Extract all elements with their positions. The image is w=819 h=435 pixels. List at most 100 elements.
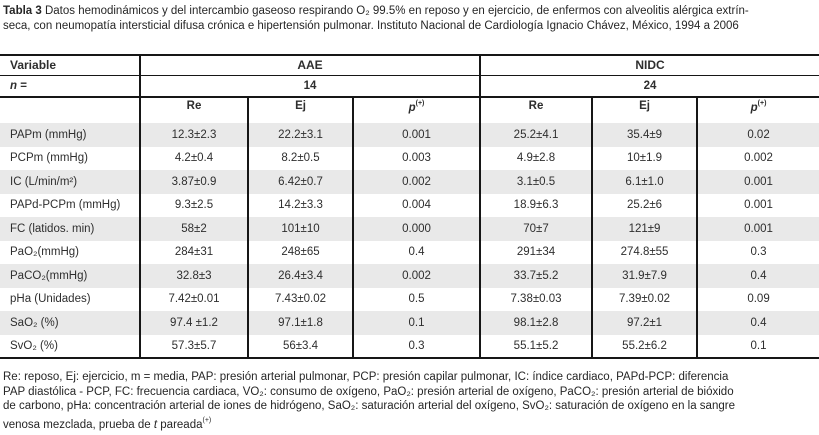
cell-aae-pvalue: 0.4 xyxy=(351,240,481,264)
cell-nidc-rest: 291±34 xyxy=(479,240,593,264)
cell-nidc-pvalue: 0.002 xyxy=(696,146,819,170)
cell-aae-exercise: 8.2±0.5 xyxy=(247,146,353,170)
group-header-row: Variable AAE NIDC xyxy=(0,55,819,76)
cell-aae-pvalue: 0.004 xyxy=(351,193,481,217)
footnote-line-1: Re: reposo, Ej: ejercicio, m = media, PA… xyxy=(3,371,729,383)
caption-text-1: Datos hemodinámicos y del intercambio ga… xyxy=(41,5,749,17)
n-equals: = xyxy=(17,79,27,92)
row-variable-label: SaO₂ (%) xyxy=(10,316,59,329)
nidc-rest-header: Re xyxy=(479,97,593,123)
cell-aae-exercise: 97.1±1.8 xyxy=(247,311,353,335)
aae-rest-header: Re xyxy=(139,97,248,123)
cell-nidc-exercise: 121±9 xyxy=(591,217,698,241)
table-caption: Tabla 3 Datos hemodinámicos y del interc… xyxy=(3,4,817,34)
group-header-aae: AAE xyxy=(138,55,481,76)
cell-aae-exercise: 22.2±3.1 xyxy=(247,123,353,147)
cell-nidc-exercise: 97.2±1 xyxy=(591,311,698,335)
cell-nidc-rest: 98.1±2.8 xyxy=(479,311,593,335)
cell-aae-rest: 97.4 ±1.2 xyxy=(139,311,248,335)
footnote-superscript: (+) xyxy=(202,416,212,424)
cell-aae-exercise: 7.43±0.02 xyxy=(247,287,353,311)
table-row: IC (L/min/m²) 3.87±0.9 6.42±0.7 0.002 3.… xyxy=(0,170,819,194)
row-variable-label: PaO₂(mmHg) xyxy=(10,246,79,259)
cell-aae-rest: 7.42±0.01 xyxy=(139,287,248,311)
cell-aae-rest: 58±2 xyxy=(139,217,248,241)
footnote-line4-text: venosa mezclada, prueba de xyxy=(3,418,154,431)
cell-nidc-pvalue: 0.09 xyxy=(696,287,819,311)
cell-nidc-pvalue: 0.3 xyxy=(696,240,819,264)
row-variable-label: PAPd-PCPm (mmHg) xyxy=(10,199,121,212)
cell-aae-exercise: 6.42±0.7 xyxy=(247,170,353,194)
row-variable-label: FC (latidos. min) xyxy=(10,222,95,235)
table-row: pHa (Unidades) 7.42±0.01 7.43±0.02 0.5 7… xyxy=(0,287,819,311)
footnote-line-3: de carbono, pHa: concentración arterial … xyxy=(3,400,735,412)
nidc-pvalue-header: p(+) xyxy=(696,97,819,123)
cell-aae-rest: 32.8±3 xyxy=(139,264,248,288)
row-variable-label: PaCO₂(mmHg) xyxy=(10,269,88,282)
n-value-nidc: 24 xyxy=(479,75,819,98)
row-variable-label: IC (L/min/m²) xyxy=(10,175,78,188)
cell-aae-exercise: 101±10 xyxy=(247,217,353,241)
nidc-exercise-header: Ej xyxy=(591,97,698,123)
cell-aae-rest: 284±31 xyxy=(139,240,248,264)
hemodynamics-table: Variable AAE NIDC n = 14 24 Re Ej p(+) R… xyxy=(0,54,819,359)
cell-aae-pvalue: 0.003 xyxy=(351,146,481,170)
footnote-line4-text-2: pareada xyxy=(157,418,203,431)
footnote-t-symbol: t xyxy=(153,418,158,431)
cell-nidc-exercise: 10±1.9 xyxy=(591,146,698,170)
cell-nidc-rest: 55.1±5.2 xyxy=(479,334,593,358)
cell-nidc-rest: 3.1±0.5 xyxy=(479,170,593,194)
cell-aae-pvalue: 0.001 xyxy=(351,123,481,147)
cell-aae-rest: 12.3±2.3 xyxy=(139,123,248,147)
cell-nidc-rest: 7.38±0.03 xyxy=(479,287,593,311)
cell-nidc-exercise: 274.8±55 xyxy=(591,240,698,264)
cell-nidc-exercise: 25.2±6 xyxy=(591,193,698,217)
cell-nidc-pvalue: 0.001 xyxy=(696,170,819,194)
cell-nidc-exercise: 55.2±6.2 xyxy=(591,334,698,358)
table-row: SvO₂ (%) 57.3±5.7 56±3.4 0.3 55.1±5.2 55… xyxy=(0,334,819,358)
condition-header-row: Re Ej p(+) Re Ej p(+) xyxy=(0,97,819,123)
aae-pvalue-header: p(+) xyxy=(351,97,481,123)
cell-nidc-rest: 25.2±4.1 xyxy=(479,123,593,147)
cell-aae-exercise: 56±3.4 xyxy=(247,334,353,358)
caption-line-2: seca, con neumopatía intersticial difusa… xyxy=(3,19,817,34)
row-variable-label: PCPm (mmHg) xyxy=(10,152,88,165)
cell-nidc-pvalue: 0.4 xyxy=(696,311,819,335)
cell-aae-pvalue: 0.3 xyxy=(351,334,481,358)
n-label: n = xyxy=(0,75,140,98)
cell-aae-rest: 9.3±2.5 xyxy=(139,193,248,217)
table-number-label: Tabla 3 xyxy=(3,5,42,17)
group-header-nidc: NIDC xyxy=(479,55,819,76)
cell-nidc-pvalue: 0.1 xyxy=(696,334,819,358)
cell-nidc-exercise: 35.4±9 xyxy=(591,123,698,147)
cell-nidc-pvalue: 0.001 xyxy=(696,217,819,241)
sample-size-row: n = 14 24 xyxy=(0,75,819,98)
cell-nidc-pvalue: 0.4 xyxy=(696,264,819,288)
caption-line-1: Tabla 3 Datos hemodinámicos y del interc… xyxy=(3,4,817,19)
n-value-aae: 14 xyxy=(138,75,481,98)
cell-nidc-rest: 33.7±5.2 xyxy=(479,264,593,288)
p-symbol-aae: p xyxy=(408,102,416,114)
cell-nidc-exercise: 6.1±1.0 xyxy=(591,170,698,194)
table-row: PAPm (mmHg) 12.3±2.3 22.2±3.1 0.001 25.2… xyxy=(0,123,819,147)
cell-aae-pvalue: 0.5 xyxy=(351,287,481,311)
n-symbol: n xyxy=(10,79,18,92)
table-footnote: Re: reposo, Ej: ejercicio, m = media, PA… xyxy=(3,370,817,432)
cell-nidc-pvalue: 0.001 xyxy=(696,193,819,217)
cell-nidc-exercise: 31.9±7.9 xyxy=(591,264,698,288)
table-row: FC (latidos. min) 58±2 101±10 0.000 70±7… xyxy=(0,217,819,241)
cell-aae-pvalue: 0.000 xyxy=(351,217,481,241)
footnote-line-2: PAP diastólica - PCP, FC: frecuencia car… xyxy=(3,385,734,398)
cell-nidc-rest: 4.9±2.8 xyxy=(479,146,593,170)
footnote-line-4: venosa mezclada, prueba de t pareada(+) xyxy=(3,414,817,433)
cell-aae-rest: 3.87±0.9 xyxy=(139,170,248,194)
cell-aae-pvalue: 0.1 xyxy=(351,311,481,335)
table-row: PaO₂(mmHg) 284±31 248±65 0.4 291±34 274.… xyxy=(0,240,819,264)
cell-nidc-rest: 70±7 xyxy=(479,217,593,241)
row-variable-label: SvO₂ (%) xyxy=(10,339,58,352)
aae-exercise-header: Ej xyxy=(247,97,353,123)
p-symbol-nidc: p xyxy=(750,102,758,114)
cell-aae-exercise: 248±65 xyxy=(247,240,353,264)
table-row: PCPm (mmHg) 4.2±0.4 8.2±0.5 0.003 4.9±2.… xyxy=(0,146,819,170)
